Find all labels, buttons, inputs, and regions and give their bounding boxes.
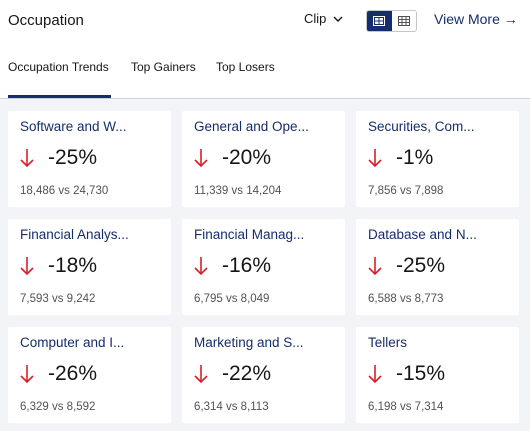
occupation-card[interactable]: Software and W... -25% 18,486 vs 24,730 [8, 111, 171, 207]
count-comparison: 7,593 vs 9,242 [20, 293, 96, 305]
change-percent: -16% [222, 254, 272, 277]
occupation-name: Marketing and S... [194, 335, 304, 350]
arrow-down-icon [20, 257, 34, 276]
occupation-name: Securities, Com... [368, 119, 475, 134]
occupation-card[interactable]: Tellers -15% 6,198 vs 7,314 [356, 327, 519, 423]
change-row: -16% [194, 254, 271, 278]
change-percent: -15% [396, 362, 446, 385]
count-comparison: 6,795 vs 8,049 [194, 293, 270, 305]
occupation-name: Financial Analys... [20, 227, 129, 242]
count-comparison: 6,314 vs 8,113 [194, 401, 269, 413]
occupation-card[interactable]: Computer and I... -26% 6,329 vs 8,592 [8, 327, 171, 423]
change-row: -25% [20, 146, 97, 170]
change-row: -26% [20, 362, 97, 386]
tab-top-losers[interactable]: Top Losers [216, 60, 275, 74]
clip-dropdown[interactable]: Clip [304, 11, 344, 26]
arrow-down-icon [20, 365, 34, 384]
change-row: -18% [20, 254, 97, 278]
occupation-card[interactable]: General and Ope... -20% 11,339 vs 14,204 [182, 111, 345, 207]
table-view-button[interactable] [392, 11, 417, 31]
arrow-down-icon [368, 149, 382, 168]
change-row: -22% [194, 362, 271, 386]
occupation-name: Database and N... [368, 227, 477, 242]
chevron-down-icon [333, 16, 343, 22]
active-tab-indicator [8, 95, 111, 98]
occupation-card[interactable]: Financial Analys... -18% 7,593 vs 9,242 [8, 219, 171, 315]
view-more-link[interactable]: View More → [434, 11, 518, 27]
arrow-down-icon [194, 149, 208, 168]
occupation-card[interactable]: Financial Manag... -16% 6,795 vs 8,049 [182, 219, 345, 315]
change-row: -20% [194, 146, 271, 170]
count-comparison: 7,856 vs 7,898 [368, 185, 444, 197]
tab-occupation-trends[interactable]: Occupation Trends [8, 60, 109, 74]
clip-label: Clip [304, 11, 327, 26]
view-toggle [366, 10, 417, 32]
panel-header: Occupation Clip View More → [0, 0, 530, 44]
occupation-name: Financial Manag... [194, 227, 305, 242]
grid-view-button[interactable] [367, 11, 392, 31]
tab-bar: Occupation Trends Top Gainers Top Losers [0, 44, 530, 99]
arrow-down-icon [194, 365, 208, 384]
count-comparison: 11,339 vs 14,204 [194, 185, 282, 197]
tab-top-gainers[interactable]: Top Gainers [131, 60, 196, 74]
occupation-name: General and Ope... [194, 119, 309, 134]
arrow-down-icon [368, 365, 382, 384]
occupation-card[interactable]: Database and N... -25% 6,588 vs 8,773 [356, 219, 519, 315]
arrow-down-icon [20, 149, 34, 168]
change-row: -1% [368, 146, 433, 170]
change-percent: -1% [396, 146, 434, 169]
count-comparison: 6,588 vs 8,773 [368, 293, 444, 305]
count-comparison: 6,198 vs 7,314 [368, 401, 444, 413]
change-percent: -25% [48, 146, 98, 169]
grid-view-icon [373, 16, 386, 26]
change-percent: -26% [48, 362, 98, 385]
count-comparison: 18,486 vs 24,730 [20, 185, 109, 197]
occupation-card[interactable]: Marketing and S... -22% 6,314 vs 8,113 [182, 327, 345, 423]
count-comparison: 6,329 vs 8,592 [20, 401, 96, 413]
change-percent: -25% [396, 254, 446, 277]
change-row: -25% [368, 254, 445, 278]
arrow-down-icon [368, 257, 382, 276]
panel-title: Occupation [8, 12, 84, 29]
table-view-icon [397, 16, 410, 26]
arrow-down-icon [194, 257, 208, 276]
occupation-name: Computer and I... [20, 335, 125, 350]
change-percent: -22% [222, 362, 272, 385]
change-percent: -18% [48, 254, 98, 277]
change-row: -15% [368, 362, 445, 386]
occupation-card[interactable]: Securities, Com... -1% 7,856 vs 7,898 [356, 111, 519, 207]
occupation-name: Tellers [368, 335, 408, 350]
occupation-name: Software and W... [20, 119, 127, 134]
change-percent: -20% [222, 146, 272, 169]
